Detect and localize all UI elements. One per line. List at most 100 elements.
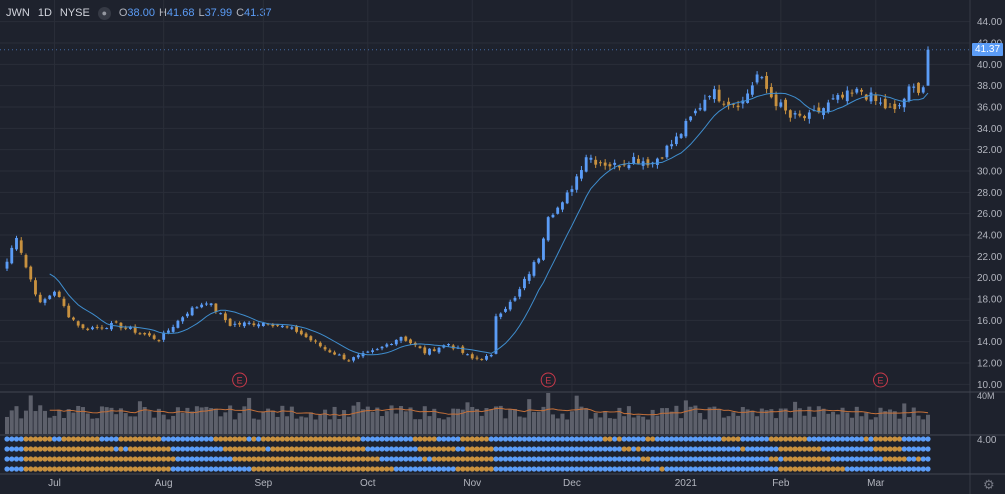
interval-label[interactable]: 1D: [37, 7, 52, 19]
indicator-dot: [901, 446, 907, 452]
indicator-dot: [85, 456, 91, 462]
volume-bar: [873, 417, 878, 434]
indicator-dot: [593, 436, 599, 442]
indicator-dot: [89, 466, 96, 472]
volume-bar: [498, 405, 503, 434]
indicator-dot: [692, 436, 698, 442]
chart-legend: JWN 1D NYSE ● O 38.00 H 41.68 L 37.99 C 41.3…: [6, 5, 276, 21]
indicator-dot: [654, 436, 660, 442]
indicator-dot: [237, 466, 243, 472]
indicator-dot: [854, 466, 860, 472]
volume-bar: [793, 401, 798, 434]
indicator-dot: [89, 456, 96, 462]
indicator-dot: [906, 436, 912, 442]
volume-bar: [76, 405, 81, 434]
indicator-dot: [227, 456, 233, 462]
indicator-dot: [531, 466, 537, 472]
indicator-dot: [369, 446, 376, 452]
indicator-dot: [146, 466, 153, 472]
indicator-dot: [716, 436, 722, 442]
candle-body: [480, 359, 484, 361]
indicator-dot: [531, 456, 537, 462]
indicator-dot: [346, 456, 352, 462]
volume-bar: [403, 411, 408, 434]
indicator-dot: [336, 446, 342, 452]
indicator-dot: [346, 446, 352, 452]
candle-body: [81, 324, 85, 329]
earnings-marker[interactable]: E: [873, 372, 889, 388]
indicator-dot: [393, 446, 399, 452]
indicator-dot: [398, 456, 404, 462]
indicator-dot: [540, 466, 547, 472]
indicator-dot: [412, 446, 418, 452]
candle-body: [864, 94, 868, 100]
indicator-dot: [393, 456, 399, 462]
symbol-label[interactable]: JWN: [6, 7, 30, 19]
indicator-dot: [445, 456, 452, 462]
candle-body: [765, 75, 769, 89]
indicator-dot: [811, 466, 817, 472]
indicator-dot: [711, 456, 717, 462]
volume-bar: [389, 405, 394, 434]
indicator-dot: [13, 456, 20, 462]
gear-icon[interactable]: ⚙: [983, 477, 995, 492]
earnings-marker[interactable]: E: [232, 372, 248, 388]
indicator-dot: [597, 446, 604, 452]
indicator-dot: [322, 446, 328, 452]
low-key: L: [198, 7, 205, 19]
indicator-dot: [493, 436, 499, 442]
indicator-dot: [887, 466, 893, 472]
indicator-dot: [156, 456, 162, 462]
indicator-dot: [877, 446, 884, 452]
indicator-dot: [312, 466, 319, 472]
indicator-dot: [726, 466, 732, 472]
candle-body: [257, 324, 261, 327]
indicator-dot: [635, 446, 642, 452]
candle-body: [902, 98, 906, 108]
indicator-dot: [293, 446, 300, 452]
candle-body: [708, 96, 712, 98]
earnings-marker[interactable]: E: [540, 372, 556, 388]
indicator-dot: [707, 436, 713, 442]
indicator-dot: [47, 456, 53, 462]
time-tick-label: Aug: [155, 478, 173, 489]
volume-bar: [294, 418, 299, 434]
volume-bar: [133, 416, 138, 434]
indicator-dot: [616, 446, 623, 452]
volume-bar: [759, 408, 764, 434]
indicator-dot: [51, 436, 58, 442]
indicator-dot: [18, 446, 24, 452]
indicator-dot: [66, 466, 72, 472]
indicator-dot: [726, 436, 732, 442]
indicator-dot: [175, 436, 181, 442]
candle-body: [921, 87, 925, 93]
indicator-dot: [849, 436, 855, 442]
eye-icon[interactable]: ●: [97, 6, 111, 20]
candle-body: [883, 98, 887, 109]
indicator-dot: [99, 446, 105, 452]
indicator-dot: [469, 456, 475, 462]
volume-bar: [769, 409, 774, 434]
indicator-dot: [555, 436, 561, 442]
indicator-dot: [716, 466, 722, 472]
indicator-dot: [28, 436, 34, 442]
indicator-dot: [792, 446, 798, 452]
indicator-dot: [464, 456, 471, 462]
indicator-dot: [360, 456, 366, 462]
candle-body: [698, 107, 702, 110]
indicator-dot: [559, 436, 566, 442]
indicator-dot: [602, 446, 608, 452]
candle-body: [437, 347, 441, 353]
indicator-dot: [189, 456, 195, 462]
indicator-dot: [550, 466, 556, 472]
indicator-dot: [640, 436, 646, 442]
indicator-dot: [142, 456, 148, 462]
indicator-dot: [702, 456, 708, 462]
volume-bar: [593, 412, 598, 434]
candle-body: [48, 295, 52, 299]
indicator-dot: [256, 456, 262, 462]
candle-body: [712, 89, 716, 100]
indicator-dot: [455, 446, 461, 452]
indicator-dot: [431, 466, 437, 472]
